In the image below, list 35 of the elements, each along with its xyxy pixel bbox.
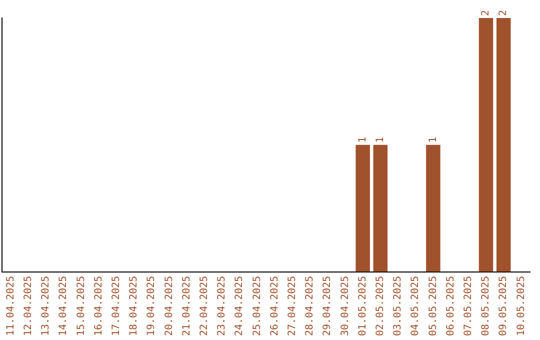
data-label: 1 [374, 136, 386, 143]
x-tick-label: 12.04.2025 [22, 276, 34, 336]
x-tick-label: 08.05.2025 [480, 276, 492, 336]
x-tick-label: 04.05.2025 [410, 276, 422, 336]
x-tick-label: 26.04.2025 [269, 276, 280, 336]
x-tick-label: 23.04.2025 [216, 276, 228, 336]
x-tick-label: 21.04.2025 [181, 276, 192, 336]
x-tick-label: 01.05.2025 [357, 276, 368, 336]
data-label: 1 [357, 136, 368, 143]
x-tick-label: 24.04.2025 [234, 276, 246, 336]
data-label: 2 [498, 10, 510, 16]
x-tick-label: 16.04.2025 [93, 276, 104, 336]
x-tick-label: 05.05.2025 [428, 276, 439, 336]
x-tick-label: 25.04.2025 [252, 276, 263, 336]
x-tick-label: 14.04.2025 [58, 276, 70, 336]
x-tick-label: 13.04.2025 [40, 276, 52, 336]
x-tick-label: 11.04.2025 [5, 276, 16, 336]
x-tick-label: 09.05.2025 [498, 276, 510, 336]
x-tick-label: 06.05.2025 [445, 276, 456, 336]
x-tick-label: 18.04.2025 [128, 276, 140, 336]
x-tick-label: 22.04.2025 [198, 276, 210, 336]
x-tick-label: 29.04.2025 [322, 276, 334, 336]
x-tick-label: 30.04.2025 [340, 276, 351, 336]
x-tick-label: 03.05.2025 [392, 276, 404, 336]
x-tick-label: 20.04.2025 [164, 276, 175, 336]
x-tick-label: 07.05.2025 [462, 276, 474, 336]
x-tick-label: 10.05.2025 [516, 276, 527, 336]
x-tick-label: 17.04.2025 [110, 276, 122, 336]
data-label: 1 [428, 136, 439, 143]
x-tick-label: 15.04.2025 [76, 276, 87, 336]
x-tick-label: 28.04.2025 [304, 276, 316, 336]
x-tick-label: 02.05.2025 [374, 276, 386, 336]
x-tick-label: 19.04.2025 [146, 276, 158, 336]
data-label: 2 [480, 10, 492, 16]
x-tick-label: 27.04.2025 [286, 276, 298, 336]
